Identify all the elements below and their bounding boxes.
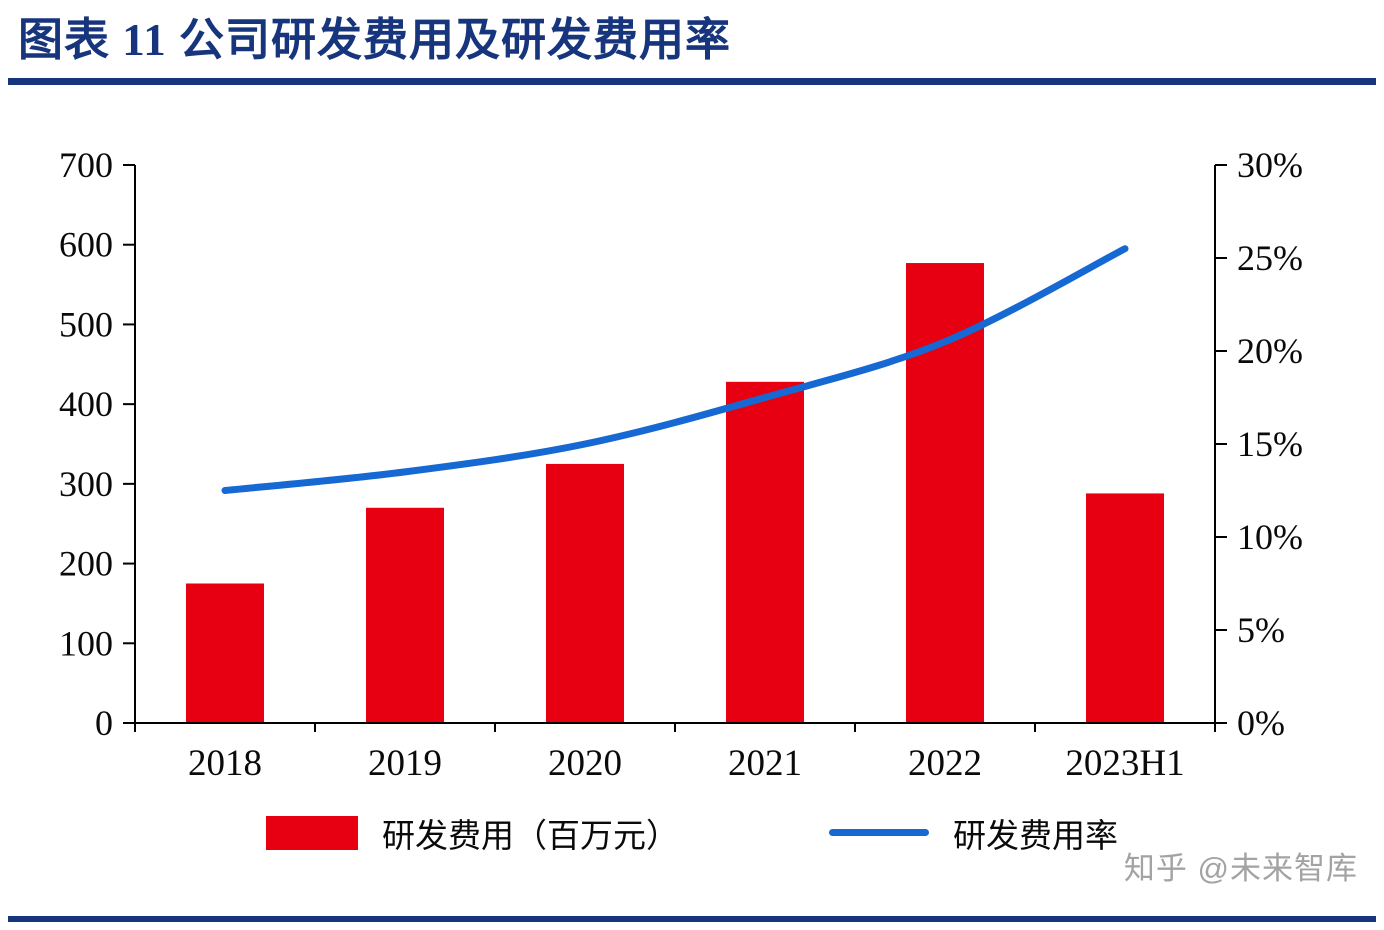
combo-chart: 0 100 200 300 400 500 600 700 0% 5% 10% 15% 20% 25% 30…	[59, 145, 1303, 784]
line-swatch	[829, 829, 929, 836]
left-axis-label-300: 300	[59, 463, 113, 503]
chart-legend: 研发费用（百万元） 研发费用率	[0, 809, 1384, 857]
right-axis-label-15%: 15%	[1237, 424, 1303, 464]
right-axis-label-30%: 30%	[1237, 145, 1303, 185]
legend-item-bar: 研发费用（百万元）	[266, 809, 679, 857]
bar-2019	[366, 507, 444, 723]
left-axis-label-400: 400	[59, 384, 113, 424]
legend-label-line: 研发费用率	[953, 818, 1118, 855]
footer-rule	[8, 916, 1376, 922]
header-rule	[8, 77, 1376, 85]
right-axis-label-25%: 25%	[1237, 238, 1303, 278]
right-axis-label-10%: 10%	[1237, 517, 1303, 557]
rate-line	[221, 244, 1129, 494]
legend-label-bar: 研发费用（百万元）	[382, 818, 679, 855]
bar-2021	[726, 381, 804, 723]
left-axis-label-100: 100	[59, 623, 113, 663]
x-axis-label-2021: 2021	[728, 743, 802, 784]
bar-2020	[546, 463, 624, 723]
bar-2023H1	[1086, 492, 1164, 723]
left-axis-label-500: 500	[59, 304, 113, 344]
right-axis-label-0%: 0%	[1237, 703, 1285, 743]
x-axis-label-2019: 2019	[368, 743, 442, 784]
bar-swatch	[266, 815, 358, 850]
left-axis-label-0: 0	[95, 703, 113, 743]
right-axis-label-5%: 5%	[1237, 610, 1285, 650]
x-axis-label-2023H1: 2023H1	[1065, 743, 1184, 784]
right-axis-label-20%: 20%	[1237, 331, 1303, 371]
x-axis-label-2020: 2020	[548, 743, 622, 784]
x-axis-label-2022: 2022	[908, 743, 982, 784]
figure-header: 图表 11 公司研发费用及研发费用率	[0, 0, 1384, 78]
legend-item-line: 研发费用率	[829, 809, 1118, 857]
left-axis-label-700: 700	[59, 145, 113, 185]
watermark: 知乎 @未来智库	[1123, 851, 1358, 886]
bar-2018	[186, 583, 264, 723]
left-axis-label-600: 600	[59, 224, 113, 264]
left-axis-label-200: 200	[59, 543, 113, 583]
figure-title: 图表 11 公司研发费用及研发费用率	[18, 15, 732, 65]
x-axis-label-2018: 2018	[188, 743, 262, 784]
